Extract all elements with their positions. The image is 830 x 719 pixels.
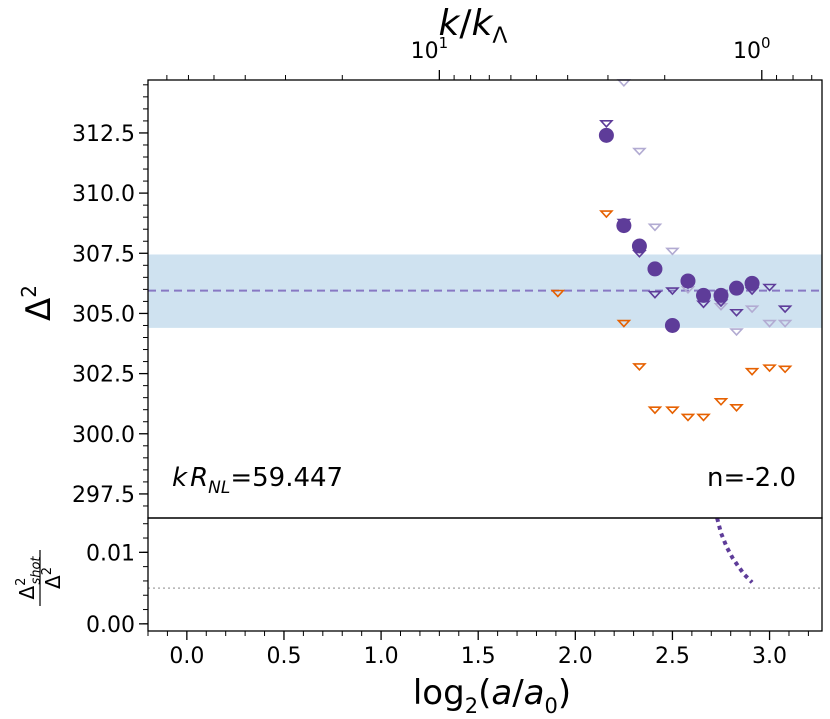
orange-triangle-point [744, 367, 760, 376]
dark-triangle-point [647, 290, 663, 299]
orange-triangle-point [713, 398, 729, 406]
svg-text:Δ2: Δ2 [40, 567, 65, 589]
top-axis-label: k/kΛ [439, 3, 508, 49]
dark-triangle-point [665, 287, 680, 296]
light-triangle-point [777, 319, 793, 328]
x-tick-label: 0.5 [266, 644, 301, 669]
y-tick-label: 302.5 [72, 363, 135, 388]
light-triangle-point [632, 147, 647, 156]
light-triangle-point [729, 328, 744, 337]
y-tick-label: 310.0 [72, 182, 135, 207]
circle-point [680, 273, 696, 289]
dark-triangle-point [762, 283, 777, 292]
ratio-y-tick-label: 0.01 [86, 541, 135, 566]
x-tick-label: 3.0 [752, 644, 787, 669]
ratio-curve [715, 517, 754, 584]
orange-triangle-point [680, 413, 696, 422]
annotation-n: n=-2.0 [707, 463, 796, 493]
x-tick-label: 1.5 [461, 644, 496, 669]
orange-triangle-point [632, 363, 647, 372]
circle-point [696, 287, 712, 303]
orange-triangle-point [599, 210, 614, 219]
x-tick-label: 0.0 [169, 644, 204, 669]
top-tick-label: 101 [411, 34, 449, 64]
ratio-series-line [715, 517, 754, 584]
y-tick-label: 305.0 [72, 302, 135, 327]
orange-triangle-point [777, 365, 793, 374]
y-axis-label: Δ2 [17, 285, 59, 321]
ratio-panel: 0.0 0.5 1.0 1.5 2.0 2.5 3.0 0.00 0.01 Δ2shot Δ2 [14, 517, 823, 669]
circle-point [729, 280, 745, 296]
y-tick-label: 300.0 [72, 423, 135, 448]
light-triangle-point [713, 302, 729, 311]
orange-triangle-point [665, 406, 680, 415]
ratio-axis-ticks: 0.0 0.5 1.0 1.5 2.0 2.5 3.0 0.00 0.01 [86, 523, 809, 669]
x-axis-label: log2(a/a0) [413, 673, 571, 718]
orange-triangle-point [550, 289, 566, 298]
circle-point [598, 127, 614, 143]
orange-triangle-point [762, 364, 777, 373]
x-tick-label: 2.0 [558, 644, 593, 669]
dark-triangle-point [599, 120, 614, 128]
dark-triangle-point [777, 305, 793, 314]
y-tick-label: 297.5 [72, 483, 135, 508]
light-triangle-point [616, 79, 632, 88]
light-triangle-point [744, 305, 760, 314]
orange-triangle-point [696, 413, 711, 422]
x-tick-label: 1.0 [364, 644, 399, 669]
orange-triangle-point [647, 406, 663, 415]
dark-triangle-point [729, 308, 744, 317]
circle-point [713, 287, 729, 303]
circle-point [664, 317, 680, 333]
orange-triangle-point [616, 319, 632, 328]
light-triangle-point [647, 223, 663, 232]
circle-point [616, 218, 632, 234]
orange-triangle-point [729, 404, 744, 412]
ratio-y-tick-label: 0.00 [86, 613, 135, 638]
main-axis-ticks: 297.5 300.0 302.5 305.0 307.5 310.0 312.5 [72, 84, 148, 508]
main-data-points [550, 79, 793, 422]
light-triangle-point [762, 319, 777, 328]
circle-point [647, 261, 663, 277]
ratio-plot-frame [147, 517, 823, 632]
ratio-y-axis-label: Δ2shot Δ2 [14, 550, 65, 606]
top-tick-label: 100 [733, 34, 771, 64]
annotation-kRNL: k RNL=59.447 [172, 463, 343, 498]
x-tick-label: 2.5 [655, 644, 690, 669]
top-axis-ticks: 101 100 [166, 34, 813, 80]
circle-point [631, 238, 647, 254]
circle-point [744, 275, 760, 291]
y-tick-label: 307.5 [72, 242, 135, 267]
y-tick-label: 312.5 [72, 122, 135, 147]
light-triangle-point [665, 247, 680, 256]
